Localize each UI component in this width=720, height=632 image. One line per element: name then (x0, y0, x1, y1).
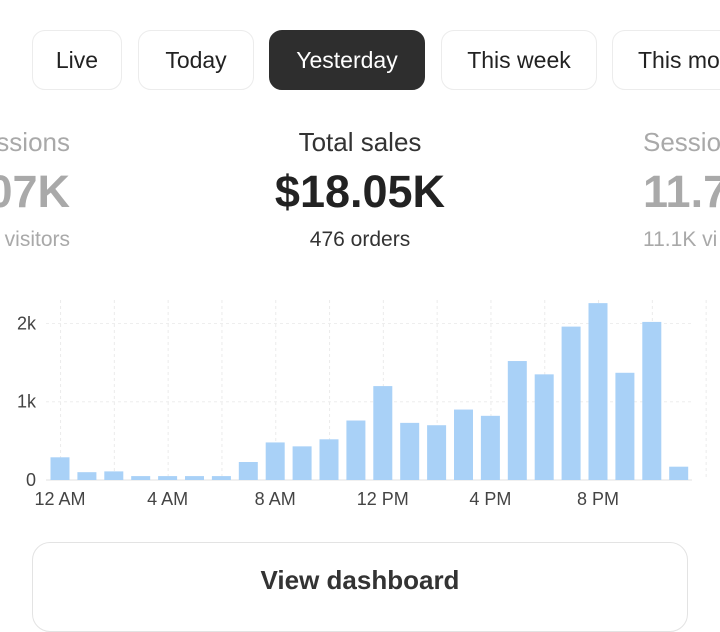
bar (427, 425, 447, 480)
bar (238, 462, 258, 480)
tab-this-month[interactable]: This mo (612, 30, 720, 90)
metrics-carousel: ssions 07K visitors Total sales $18.05K … (0, 120, 720, 260)
bar (373, 386, 393, 480)
x-tick-label: 12 PM (357, 489, 409, 509)
view-dashboard-button[interactable]: View dashboard (32, 542, 688, 632)
metric-sessions-next[interactable]: Sessio 11.7 11.1K vi (643, 120, 720, 260)
bar (400, 422, 420, 480)
x-tick-label: 8 AM (255, 489, 296, 509)
bar (346, 420, 366, 480)
tab-live[interactable]: Live (32, 30, 122, 90)
x-tick-label: 4 PM (469, 489, 511, 509)
y-tick-label: 0 (26, 470, 36, 490)
y-tick-label: 2k (17, 313, 37, 333)
sales-bar-chart: 0 1k 2k 12 AM 4 AM 8 AM 12 PM 4 PM 8 PM (0, 290, 720, 520)
metric-label: Total sales (298, 127, 422, 157)
bar (534, 374, 554, 480)
bar (561, 326, 581, 480)
metric-value: 07K (0, 166, 70, 217)
bar (50, 457, 70, 480)
period-tabs: Live Today Yesterday This week This mo (0, 30, 720, 92)
metric-label: Sessio (643, 127, 720, 157)
bar (185, 476, 204, 480)
bar (292, 446, 312, 480)
metric-total-sales[interactable]: Total sales $18.05K 476 orders (240, 120, 480, 260)
x-tick-label: 8 PM (577, 489, 619, 509)
metric-value: $18.05K (274, 166, 446, 217)
tab-this-week[interactable]: This week (441, 30, 597, 90)
metric-sessions-previous[interactable]: ssions 07K visitors (0, 120, 70, 260)
metric-sub: visitors (4, 228, 70, 251)
bar (211, 476, 231, 480)
tab-today[interactable]: Today (138, 30, 254, 90)
bar (319, 439, 339, 480)
bar (480, 415, 500, 480)
x-tick-label: 4 AM (147, 489, 188, 509)
bar (454, 409, 473, 480)
y-tick-label: 1k (17, 392, 37, 412)
bar (131, 476, 151, 480)
bar (158, 476, 178, 480)
bar (104, 471, 124, 480)
bar (77, 472, 97, 480)
bar (507, 361, 527, 480)
metric-label: ssions (0, 127, 70, 157)
metric-sub: 476 orders (309, 228, 411, 251)
metric-sub: 11.1K vi (643, 228, 718, 251)
bar (642, 321, 662, 480)
bar (615, 372, 635, 480)
tab-yesterday[interactable]: Yesterday (269, 30, 425, 90)
bar (265, 442, 285, 480)
chart-svg: 0 1k 2k 12 AM 4 AM 8 AM 12 PM 4 PM 8 PM (17, 300, 707, 509)
bar (669, 466, 689, 480)
metric-value: 11.7 (643, 166, 720, 217)
x-tick-label: 12 AM (34, 489, 85, 509)
bar (588, 303, 608, 480)
